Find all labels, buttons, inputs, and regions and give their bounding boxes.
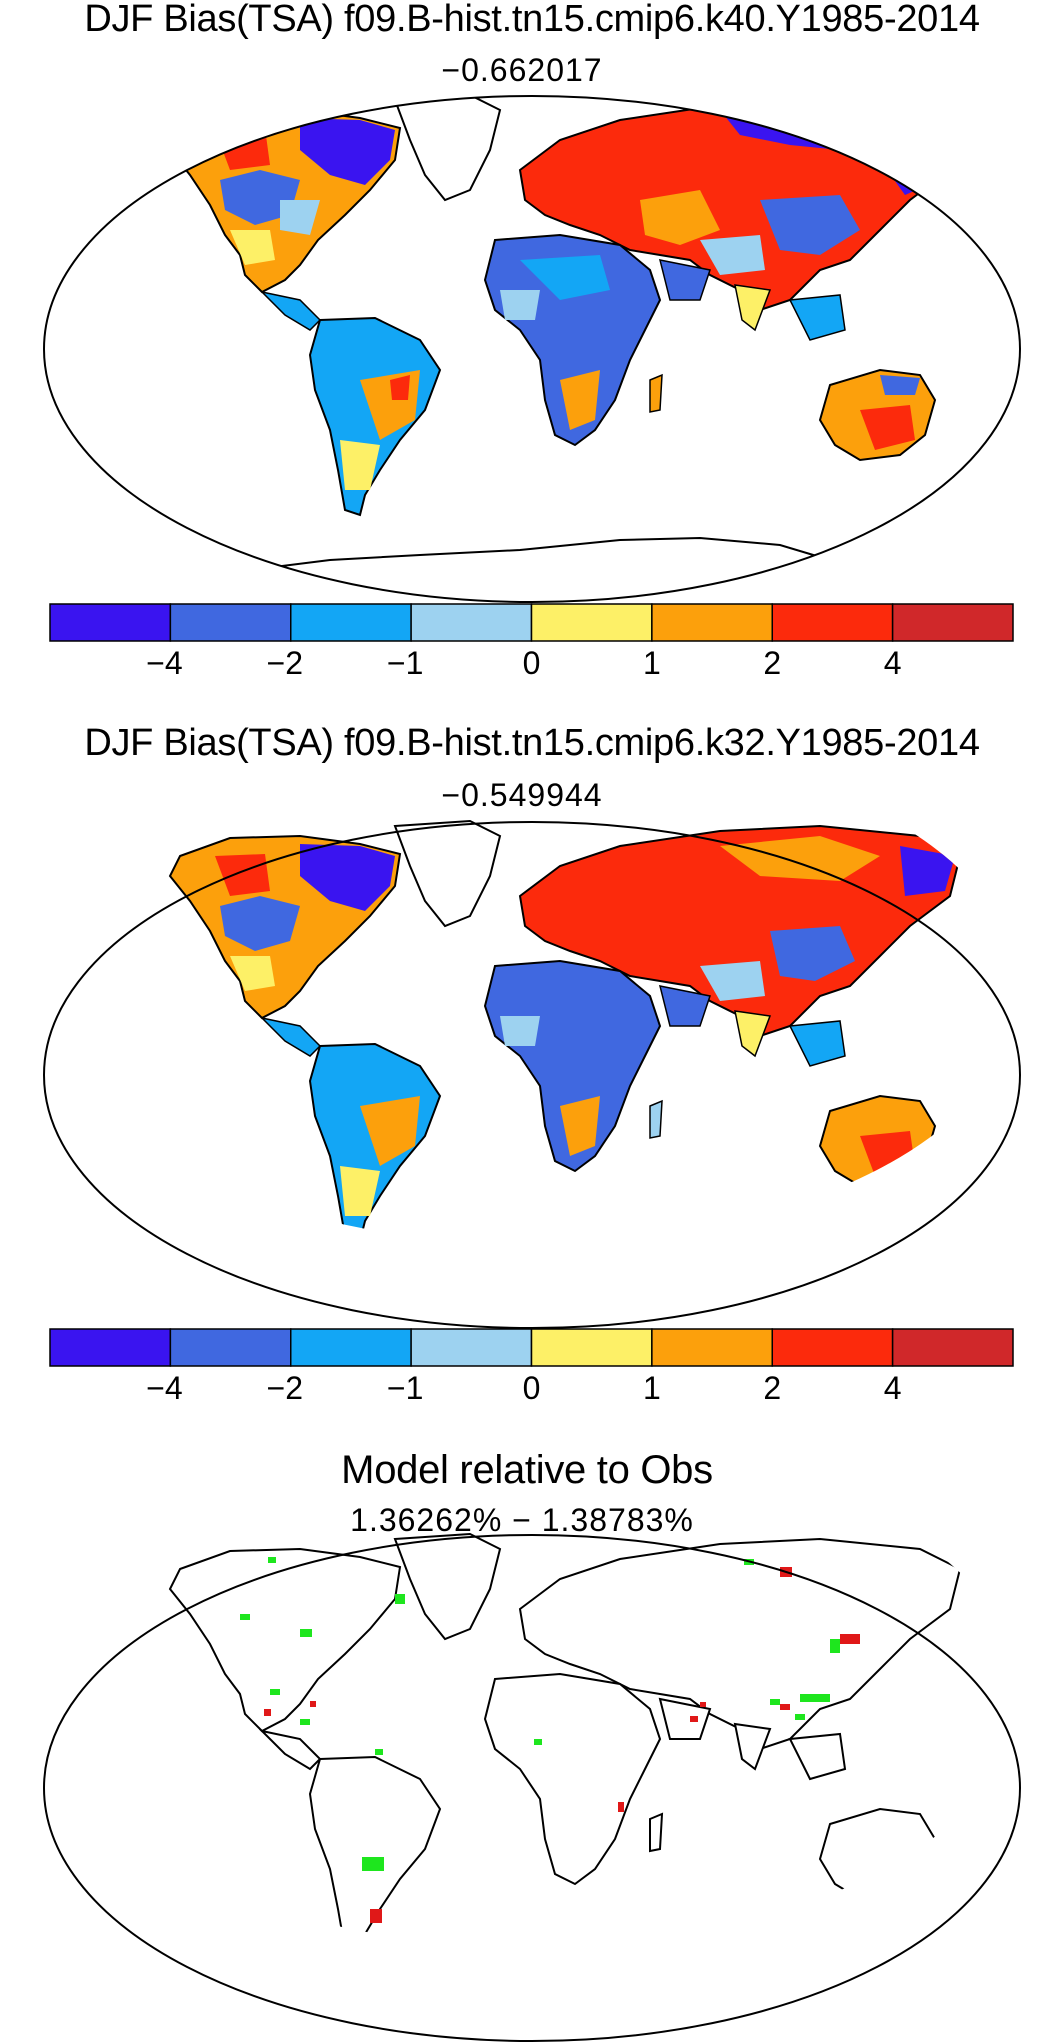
colorbar-1-swatch-4 — [530, 603, 653, 642]
colorbar-2-tick-label: 1 — [642, 1370, 661, 1406]
colorbar-1-swatch-5 — [651, 603, 773, 642]
colorbar-2-swatch-5 — [651, 1328, 773, 1367]
colorbar-2-swatch-6 — [771, 1328, 894, 1367]
panel3-title: Model relative to Obs — [341, 1448, 713, 1492]
colorbar-1-swatch-6 — [771, 603, 894, 642]
colorbar-2-tick-label: −1 — [386, 1370, 424, 1406]
colorbar-1-swatch-1 — [169, 603, 292, 642]
colorbar-1-swatch-2 — [290, 603, 412, 642]
colorbar-2-swatch-1 — [169, 1328, 292, 1367]
colorbar-1 — [49, 603, 1014, 642]
map-panel-1 — [43, 95, 1021, 603]
colorbar-2-tick-label: 2 — [763, 1370, 782, 1406]
colorbar-2 — [49, 1328, 1014, 1367]
colorbar-1-tick-label: 2 — [763, 645, 782, 681]
panel1-title: DJF Bias(TSA) f09.B-hist.tn15.cmip6.k40.… — [84, 0, 980, 40]
panel1-global-mean: −0.662017 — [441, 52, 603, 88]
colorbar-2-swatch-4 — [530, 1328, 653, 1367]
colorbar-1-swatch-0 — [49, 603, 172, 642]
colorbar-2-tick-label: 4 — [883, 1370, 902, 1406]
africa-bias — [483, 233, 662, 447]
colorbar-2-tick-label: 0 — [522, 1370, 541, 1406]
colorbar-2-swatch-0 — [49, 1328, 172, 1367]
colorbar-1-tick-label: −1 — [386, 645, 424, 681]
colorbar-2-tick-label: −2 — [266, 1370, 303, 1406]
colorbar-1-tick-label: −4 — [146, 645, 183, 681]
improved-markers — [240, 1557, 840, 1871]
colorbar-2-swatch-2 — [290, 1328, 412, 1367]
colorbar-2-swatch-3 — [410, 1328, 533, 1367]
colorbar-1-swatch-7 — [891, 603, 1014, 642]
colorbar-1-tick-label: 0 — [522, 645, 541, 681]
panel2-global-mean: −0.549944 — [441, 777, 603, 813]
panel3-subtitle: 1.36262% − 1.38783% — [350, 1502, 694, 1538]
panel2-title: DJF Bias(TSA) f09.B-hist.tn15.cmip6.k32.… — [84, 722, 980, 764]
map-panel-3 — [43, 1533, 1021, 2042]
colorbar-2-swatch-7 — [891, 1328, 1014, 1367]
greenland — [393, 96, 502, 202]
colorbar-1-swatch-3 — [410, 603, 533, 642]
map-border — [43, 95, 1021, 603]
colorbar-1-tick-label: 4 — [883, 645, 902, 681]
colorbar-1-tick-label: −2 — [266, 645, 303, 681]
map-panel-2 — [43, 819, 1021, 1329]
colorbar-2-tick-label: −4 — [146, 1370, 183, 1406]
colorbar-1-tick-label: 1 — [642, 645, 661, 681]
